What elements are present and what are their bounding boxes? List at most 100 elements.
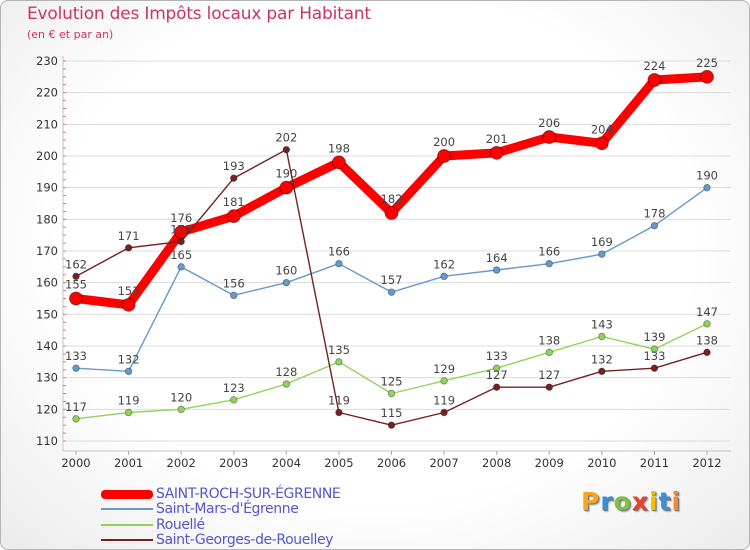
data-label: 117 xyxy=(65,400,87,414)
data-label: 129 xyxy=(433,362,455,376)
data-point xyxy=(647,73,662,87)
data-label: 181 xyxy=(223,195,245,209)
data-point xyxy=(69,291,83,306)
x-tick-label: 2001 xyxy=(114,456,143,470)
legend-label: Saint-Georges-de-Rouelley xyxy=(156,531,334,548)
y-tick-label: 230 xyxy=(36,54,58,68)
y-tick-label: 120 xyxy=(36,402,58,416)
data-point xyxy=(440,272,448,281)
data-point xyxy=(124,408,133,417)
data-point xyxy=(387,389,396,398)
x-tick-label: 2008 xyxy=(482,456,511,470)
data-label: 147 xyxy=(696,305,718,319)
data-point xyxy=(124,244,133,252)
data-label: 160 xyxy=(275,264,297,278)
data-point xyxy=(598,332,606,341)
data-point xyxy=(124,367,133,376)
logo-letter: r xyxy=(600,487,614,516)
y-tick-label: 160 xyxy=(36,276,58,290)
data-point xyxy=(279,180,294,195)
data-label: 120 xyxy=(170,390,192,404)
data-label: 132 xyxy=(591,352,613,366)
legend-label: Rouellé xyxy=(156,516,205,533)
data-label: 225 xyxy=(696,56,718,70)
logo-letter: P xyxy=(581,487,601,516)
data-label: 115 xyxy=(381,406,403,420)
logo-letter: i xyxy=(671,487,682,516)
axes: 110 120 130 140 150 160 170 180 190 200 210 220 230 2… xyxy=(36,54,731,470)
legend-label: Saint-Mars-d'Égrenne xyxy=(156,501,299,518)
legend-swatch xyxy=(101,489,153,499)
x-tick-label: 2003 xyxy=(219,456,248,470)
series-saint-mars-d-egrenne xyxy=(72,183,711,376)
data-point xyxy=(489,145,504,160)
legend-swatch xyxy=(101,538,153,541)
x-tick-label: 2012 xyxy=(692,456,721,470)
legend-item: Saint-Georges-de-Rouelley xyxy=(1,532,401,548)
data-label: 133 xyxy=(65,349,87,363)
data-point xyxy=(177,237,185,246)
y-tick-label: 150 xyxy=(36,307,58,321)
data-point xyxy=(440,408,448,417)
data-label: 182 xyxy=(381,192,403,206)
x-tick-label: 2004 xyxy=(272,456,301,470)
data-label: 165 xyxy=(170,248,192,262)
y-tick-label: 140 xyxy=(36,339,58,353)
data-point xyxy=(440,377,448,385)
x-tick-label: 2002 xyxy=(167,456,196,470)
x-tick-label: 2007 xyxy=(429,456,458,470)
chart-subtitle: (en € et par an) xyxy=(27,28,114,41)
data-label: 178 xyxy=(643,207,665,221)
data-point xyxy=(545,259,553,268)
y-tick-label: 130 xyxy=(36,371,58,385)
data-label: 190 xyxy=(275,167,297,181)
data-label: 153 xyxy=(118,284,140,298)
y-tick-label: 110 xyxy=(36,434,58,448)
data-label: 125 xyxy=(381,375,403,389)
data-label: 155 xyxy=(65,278,87,292)
proxiti-logo: Proxiti xyxy=(581,487,681,516)
data-point xyxy=(282,380,291,388)
data-label: 127 xyxy=(538,368,560,382)
data-label: 128 xyxy=(275,365,297,379)
data-label: 224 xyxy=(643,59,665,73)
data-label: 133 xyxy=(486,349,508,363)
data-point xyxy=(226,209,241,224)
data-label: 202 xyxy=(275,131,297,145)
legend-swatch xyxy=(101,508,153,511)
data-point xyxy=(492,383,501,391)
data-point xyxy=(650,364,659,372)
data-point xyxy=(282,145,291,154)
data-label: 157 xyxy=(381,273,403,287)
data-label: 206 xyxy=(538,116,560,130)
data-label: 166 xyxy=(328,245,350,259)
y-tick-label: 190 xyxy=(36,181,58,195)
data-label: 198 xyxy=(328,141,350,155)
data-point xyxy=(72,364,80,372)
y-tick-label: 200 xyxy=(36,149,58,163)
y-tick-label: 170 xyxy=(36,244,58,258)
data-point xyxy=(177,263,185,271)
data-label: 138 xyxy=(696,333,718,347)
data-point xyxy=(703,348,711,357)
x-tick-label: 2005 xyxy=(324,456,353,470)
data-point xyxy=(282,278,291,287)
x-tick-label: 2006 xyxy=(377,456,406,470)
data-point xyxy=(230,174,238,182)
data-point xyxy=(650,221,659,230)
series-rouelle xyxy=(72,320,711,423)
x-tick-label: 2009 xyxy=(535,456,564,470)
chart-title: Evolution des Impôts locaux par Habitant xyxy=(27,4,371,24)
data-label: 200 xyxy=(433,135,455,149)
logo-letter: t xyxy=(658,487,672,516)
legend-swatch xyxy=(101,523,153,526)
logo-letter: x xyxy=(631,487,649,516)
logo-letter: o xyxy=(613,487,632,516)
data-point xyxy=(598,250,606,258)
legend-item: Rouellé xyxy=(1,517,401,533)
data-label: 190 xyxy=(696,169,718,183)
data-point xyxy=(335,259,343,268)
data-point xyxy=(331,155,346,170)
